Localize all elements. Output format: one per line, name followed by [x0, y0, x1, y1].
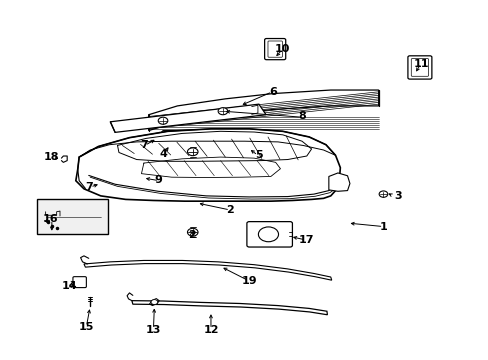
- Circle shape: [378, 191, 387, 197]
- Text: 15: 15: [79, 323, 94, 333]
- Text: 2: 2: [226, 205, 234, 215]
- Bar: [38, 199, 108, 234]
- Text: 18: 18: [44, 152, 60, 162]
- Text: 4: 4: [159, 149, 166, 158]
- Circle shape: [187, 148, 198, 156]
- Circle shape: [187, 228, 198, 236]
- FancyBboxPatch shape: [73, 277, 86, 288]
- Text: 12: 12: [203, 325, 218, 335]
- Text: 14: 14: [61, 281, 77, 291]
- FancyBboxPatch shape: [407, 56, 431, 79]
- Text: 3: 3: [393, 191, 401, 201]
- Text: 13: 13: [145, 325, 161, 335]
- Circle shape: [158, 117, 167, 124]
- Text: 1: 1: [379, 221, 386, 231]
- Text: 7: 7: [140, 140, 147, 150]
- Text: 6: 6: [269, 87, 277, 97]
- Circle shape: [239, 141, 249, 149]
- Polygon shape: [84, 260, 331, 280]
- Circle shape: [218, 108, 227, 115]
- Polygon shape: [148, 90, 378, 131]
- FancyBboxPatch shape: [246, 222, 292, 247]
- Text: 11: 11: [413, 59, 428, 68]
- Polygon shape: [156, 131, 206, 148]
- Text: 19: 19: [241, 275, 257, 285]
- Text: 8: 8: [298, 112, 305, 121]
- Polygon shape: [132, 301, 327, 315]
- Polygon shape: [110, 104, 265, 132]
- Text: 5: 5: [255, 150, 262, 160]
- Circle shape: [151, 300, 158, 305]
- Circle shape: [258, 227, 278, 242]
- Text: 16: 16: [42, 214, 58, 224]
- Text: 2: 2: [187, 230, 195, 240]
- Polygon shape: [328, 173, 349, 191]
- FancyBboxPatch shape: [267, 41, 282, 57]
- FancyBboxPatch shape: [410, 59, 427, 76]
- Circle shape: [234, 137, 244, 145]
- Text: 7: 7: [85, 182, 92, 192]
- Polygon shape: [76, 129, 340, 201]
- Circle shape: [93, 179, 103, 186]
- Circle shape: [148, 135, 159, 142]
- Text: 10: 10: [275, 45, 290, 54]
- Text: 9: 9: [154, 175, 162, 185]
- Text: 17: 17: [299, 235, 314, 245]
- FancyBboxPatch shape: [264, 39, 285, 60]
